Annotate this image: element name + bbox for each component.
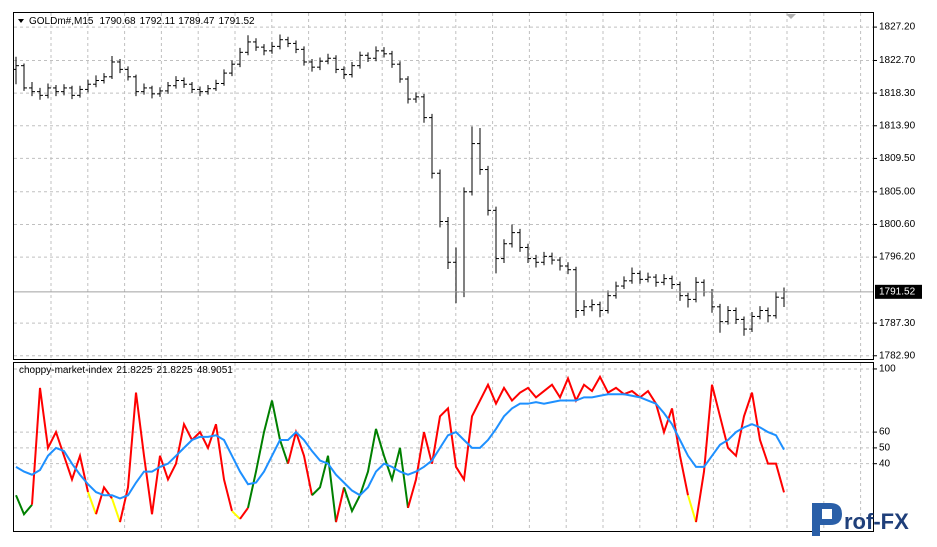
logo-text: rof-FX — [844, 509, 909, 534]
y-tick-label: 1813.90 — [879, 120, 916, 131]
current-price-label: 1791.52 — [879, 286, 916, 297]
indicator-line — [15, 494, 33, 517]
logo-p-hole — [822, 509, 832, 519]
indicator-line — [87, 491, 97, 515]
indicator-line — [311, 455, 337, 523]
current-price-box — [875, 284, 922, 299]
shift-marker[interactable] — [786, 14, 796, 19]
y-tick-label: 40 — [879, 458, 891, 469]
indicator-line — [343, 428, 409, 514]
indicator-line — [231, 510, 241, 520]
indicator-line — [287, 428, 313, 496]
indicator-line — [695, 384, 785, 523]
indicator-line — [407, 374, 689, 509]
indicator-line — [119, 392, 233, 523]
indicator-line — [111, 498, 121, 523]
y-tick-label: 1782.90 — [879, 350, 916, 361]
price-panel — [13, 12, 874, 360]
y-tick-label: 1800.60 — [879, 219, 916, 230]
y-tick-label: 1822.70 — [879, 55, 916, 66]
logo-p — [812, 503, 842, 536]
moving-average-line — [15, 393, 785, 500]
watermark-logo: rof-FX — [812, 503, 909, 536]
indicator-line — [687, 494, 697, 523]
y-tick-label: 50 — [879, 443, 891, 454]
indicator-line — [247, 400, 289, 509]
y-tick-label: 1805.00 — [879, 186, 916, 197]
y-tick-label: 1809.50 — [879, 153, 916, 164]
y-tick-label: 1818.30 — [879, 88, 916, 99]
y-tick-label: 100 — [879, 364, 896, 375]
y-tick-label: 1787.30 — [879, 318, 916, 329]
y-tick-label: 1827.20 — [879, 22, 916, 33]
y-tick-label: 1796.20 — [879, 252, 916, 263]
price-header: GOLDm#,M15 1790.68 1792.11 1789.47 1791.52 — [29, 16, 255, 27]
indicator-panel — [13, 362, 874, 532]
indicator-line — [31, 387, 89, 505]
y-tick-label: 60 — [879, 427, 891, 438]
indicator-header: choppy-market-index 21.8225 21.8225 48.9051 — [19, 365, 233, 376]
indicator-line — [239, 507, 249, 520]
indicator-line — [335, 487, 345, 523]
menu-triangle[interactable] — [18, 19, 24, 23]
